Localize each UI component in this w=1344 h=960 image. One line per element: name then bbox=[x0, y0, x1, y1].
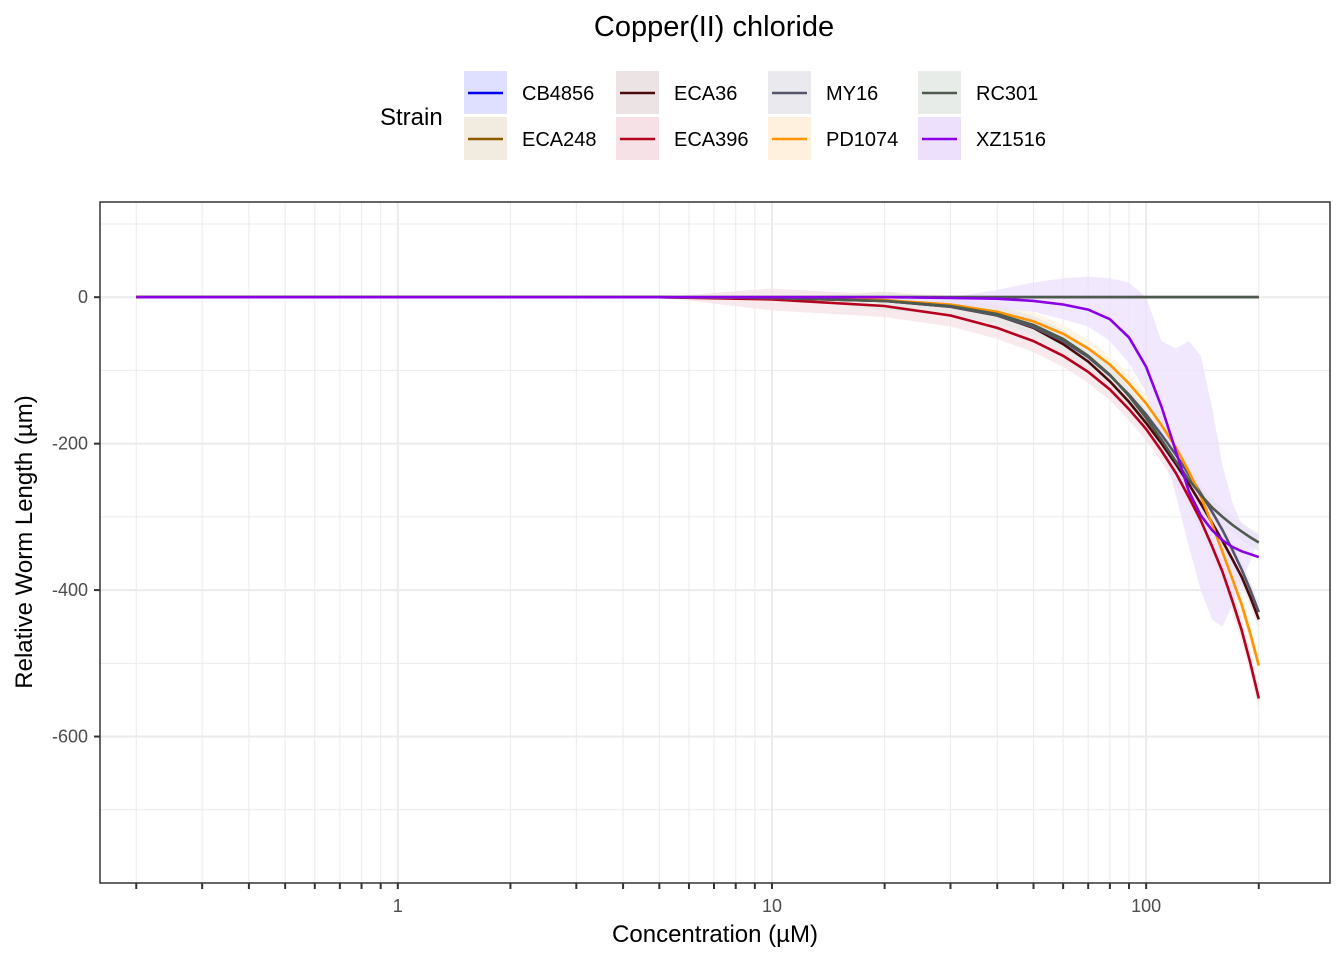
x-axis: 1 10 100 bbox=[135, 883, 1260, 916]
plot-panel bbox=[99, 201, 1331, 884]
y-tick-label: -200 bbox=[52, 434, 88, 454]
y-axis: 0 -200 -400 -600 bbox=[52, 287, 100, 747]
y-tick-label: -400 bbox=[52, 580, 88, 600]
legend-item-eca36: ECA36 bbox=[616, 71, 737, 114]
legend-item-xz1516: XZ1516 bbox=[918, 117, 1046, 160]
legend-label: ECA396 bbox=[674, 129, 749, 151]
legend-label: ECA248 bbox=[522, 129, 597, 151]
legend-item-my16: MY16 bbox=[768, 71, 878, 114]
y-tick-label: -600 bbox=[52, 727, 88, 747]
legend-item-eca396: ECA396 bbox=[616, 117, 749, 160]
legend-item-rc301: RC301 bbox=[918, 71, 1038, 114]
legend-label: ECA36 bbox=[674, 83, 737, 105]
confidence-bands bbox=[136, 276, 1259, 710]
x-tick-label: 10 bbox=[762, 896, 782, 916]
legend-item-eca248: ECA248 bbox=[464, 117, 597, 160]
y-tick-label: 0 bbox=[78, 287, 88, 307]
legend-label: CB4856 bbox=[522, 83, 594, 105]
chart-title: Copper(II) chloride bbox=[594, 11, 834, 43]
series-lines bbox=[136, 295, 1261, 699]
x-tick-label: 1 bbox=[393, 896, 403, 916]
line-xz1516 bbox=[136, 295, 1260, 559]
x-axis-title: Concentration (µM) bbox=[612, 921, 818, 948]
legend-label: XZ1516 bbox=[976, 129, 1046, 151]
y-axis-title: Relative Worm Length (µm) bbox=[11, 395, 38, 688]
legend-item-pd1074: PD1074 bbox=[768, 117, 898, 160]
legend-label: PD1074 bbox=[826, 129, 898, 151]
legend: Strain CB4856 ECA248 ECA36 ECA396 MY16 PD1074… bbox=[380, 71, 1046, 160]
band-xz1516 bbox=[136, 276, 1259, 627]
legend-item-cb4856: CB4856 bbox=[464, 71, 594, 114]
legend-label: RC301 bbox=[976, 83, 1038, 105]
legend-label: MY16 bbox=[826, 83, 878, 105]
x-tick-label: 100 bbox=[1131, 896, 1161, 916]
legend-title: Strain bbox=[380, 104, 443, 131]
